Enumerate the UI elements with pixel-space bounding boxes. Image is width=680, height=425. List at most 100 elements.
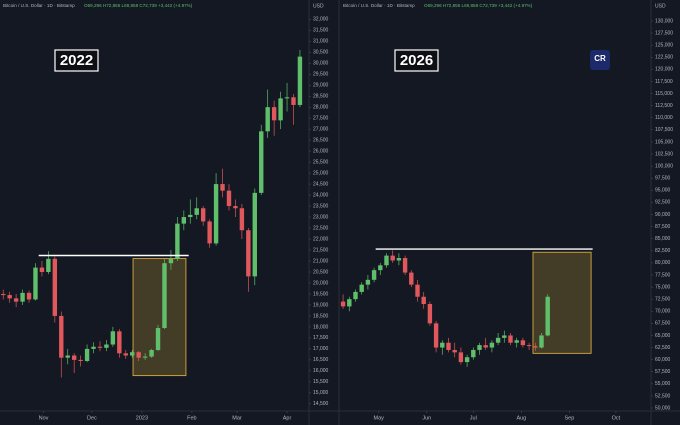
candle-body (477, 345, 482, 350)
candle-body (46, 258, 51, 272)
candle-body (271, 107, 277, 121)
unit-label: USD (655, 3, 666, 9)
candle-body (520, 340, 526, 346)
candle-body (175, 223, 180, 259)
candle-body (246, 230, 251, 277)
x-tick-label: Apr (283, 415, 292, 421)
y-tick-label: 28,500 (313, 93, 329, 99)
candle-body (508, 335, 513, 343)
y-tick-label: 117,500 (655, 79, 673, 85)
candle-body (84, 348, 90, 361)
x-tick-label: Nov (39, 415, 49, 421)
y-tick-label: 18,500 (313, 313, 329, 319)
x-tick-label: Feb (187, 415, 196, 421)
y-tick-label: 122,500 (655, 55, 673, 61)
candle-body (149, 350, 154, 357)
y-tick-label: 23,000 (313, 214, 329, 220)
y-tick-label: 20,500 (313, 269, 329, 275)
y-tick-label: 112,500 (655, 103, 673, 109)
year-label: 2022 (60, 52, 93, 69)
y-tick-label: 105,000 (655, 139, 673, 145)
candle-body (200, 208, 206, 222)
candle-body (440, 342, 445, 348)
y-tick-label: 31,000 (313, 39, 329, 45)
chart-title: Bitcoin / U.S. Dollar · 1D · Bitstamp (343, 3, 415, 8)
y-tick-label: 67,500 (655, 321, 671, 327)
y-tick-label: 24,500 (313, 181, 329, 187)
candle-body (20, 292, 25, 302)
candle-body (452, 349, 457, 353)
candle-body (52, 258, 58, 316)
candle-body (495, 337, 501, 343)
y-tick-label: 65,000 (655, 333, 671, 339)
x-tick-label: 2023 (136, 415, 148, 421)
candle-body (39, 267, 45, 272)
candle-body (402, 258, 408, 273)
candle-body (384, 255, 389, 266)
candle-body (59, 315, 64, 358)
y-tick-label: 62,500 (655, 345, 671, 351)
candle-body (390, 255, 395, 261)
candle-body (284, 97, 290, 99)
candle-body (483, 345, 488, 348)
x-tick-label: Jun (422, 415, 431, 421)
candle-body (353, 291, 358, 300)
x-tick-label: Jul (470, 415, 477, 421)
candle-body (239, 208, 245, 231)
candle-body (433, 323, 439, 348)
y-tick-label: 15,500 (313, 379, 329, 385)
y-tick-label: 29,000 (313, 83, 329, 89)
candle-body (278, 98, 283, 121)
y-tick-label: 87,500 (655, 224, 671, 230)
candle-body (33, 267, 38, 300)
candle-body (91, 346, 96, 349)
chart-title: Bitcoin / U.S. Dollar · 1D · Bitstamp (3, 3, 75, 8)
candle-body (65, 355, 70, 358)
y-tick-label: 92,500 (655, 200, 671, 206)
candle-body (142, 356, 148, 358)
y-tick-label: 32,000 (313, 17, 329, 23)
logo-text: CR (594, 54, 606, 63)
candle-body (252, 192, 257, 277)
candle-body (265, 107, 270, 132)
candle-body (359, 284, 364, 292)
candle-body (194, 208, 199, 215)
y-tick-label: 115,000 (655, 91, 673, 97)
y-tick-label: 27,000 (313, 126, 329, 132)
y-tick-label: 30,000 (313, 61, 329, 67)
candle-body (378, 265, 383, 271)
candle-body (526, 345, 532, 347)
y-tick-label: 82,500 (655, 248, 671, 254)
candle-body (259, 131, 264, 193)
y-tick-label: 22,000 (313, 236, 329, 242)
y-tick-label: 80,000 (655, 260, 671, 266)
candle-body (188, 214, 193, 218)
y-tick-label: 70,000 (655, 309, 671, 315)
y-tick-label: 25,500 (313, 159, 329, 165)
candle-body (13, 298, 19, 302)
x-tick-label: Aug (516, 415, 526, 421)
y-tick-label: 27,500 (313, 115, 329, 121)
candle-body (7, 295, 12, 299)
highlight-box (132, 258, 187, 377)
candle-body (514, 340, 519, 343)
y-tick-label: 127,500 (655, 30, 673, 36)
x-tick-label: Mar (232, 415, 242, 421)
candle-body (471, 349, 476, 358)
y-tick-label: 72,500 (655, 296, 671, 302)
y-tick-label: 17,500 (313, 335, 329, 341)
logo (590, 50, 610, 70)
candle-body (233, 206, 238, 209)
year-label-box (394, 49, 439, 72)
x-tick-label: May (374, 415, 385, 421)
y-tick-label: 22,500 (313, 225, 329, 231)
y-tick-label: 21,000 (313, 258, 329, 264)
candle-body (71, 355, 77, 360)
candle-body (539, 335, 544, 348)
candle-body (226, 190, 232, 207)
year-label: 2026 (400, 52, 433, 69)
y-tick-label: 95,000 (655, 188, 671, 194)
candle-body (181, 217, 187, 224)
y-tick-label: 110,000 (655, 115, 673, 121)
candle-body (291, 97, 296, 105)
